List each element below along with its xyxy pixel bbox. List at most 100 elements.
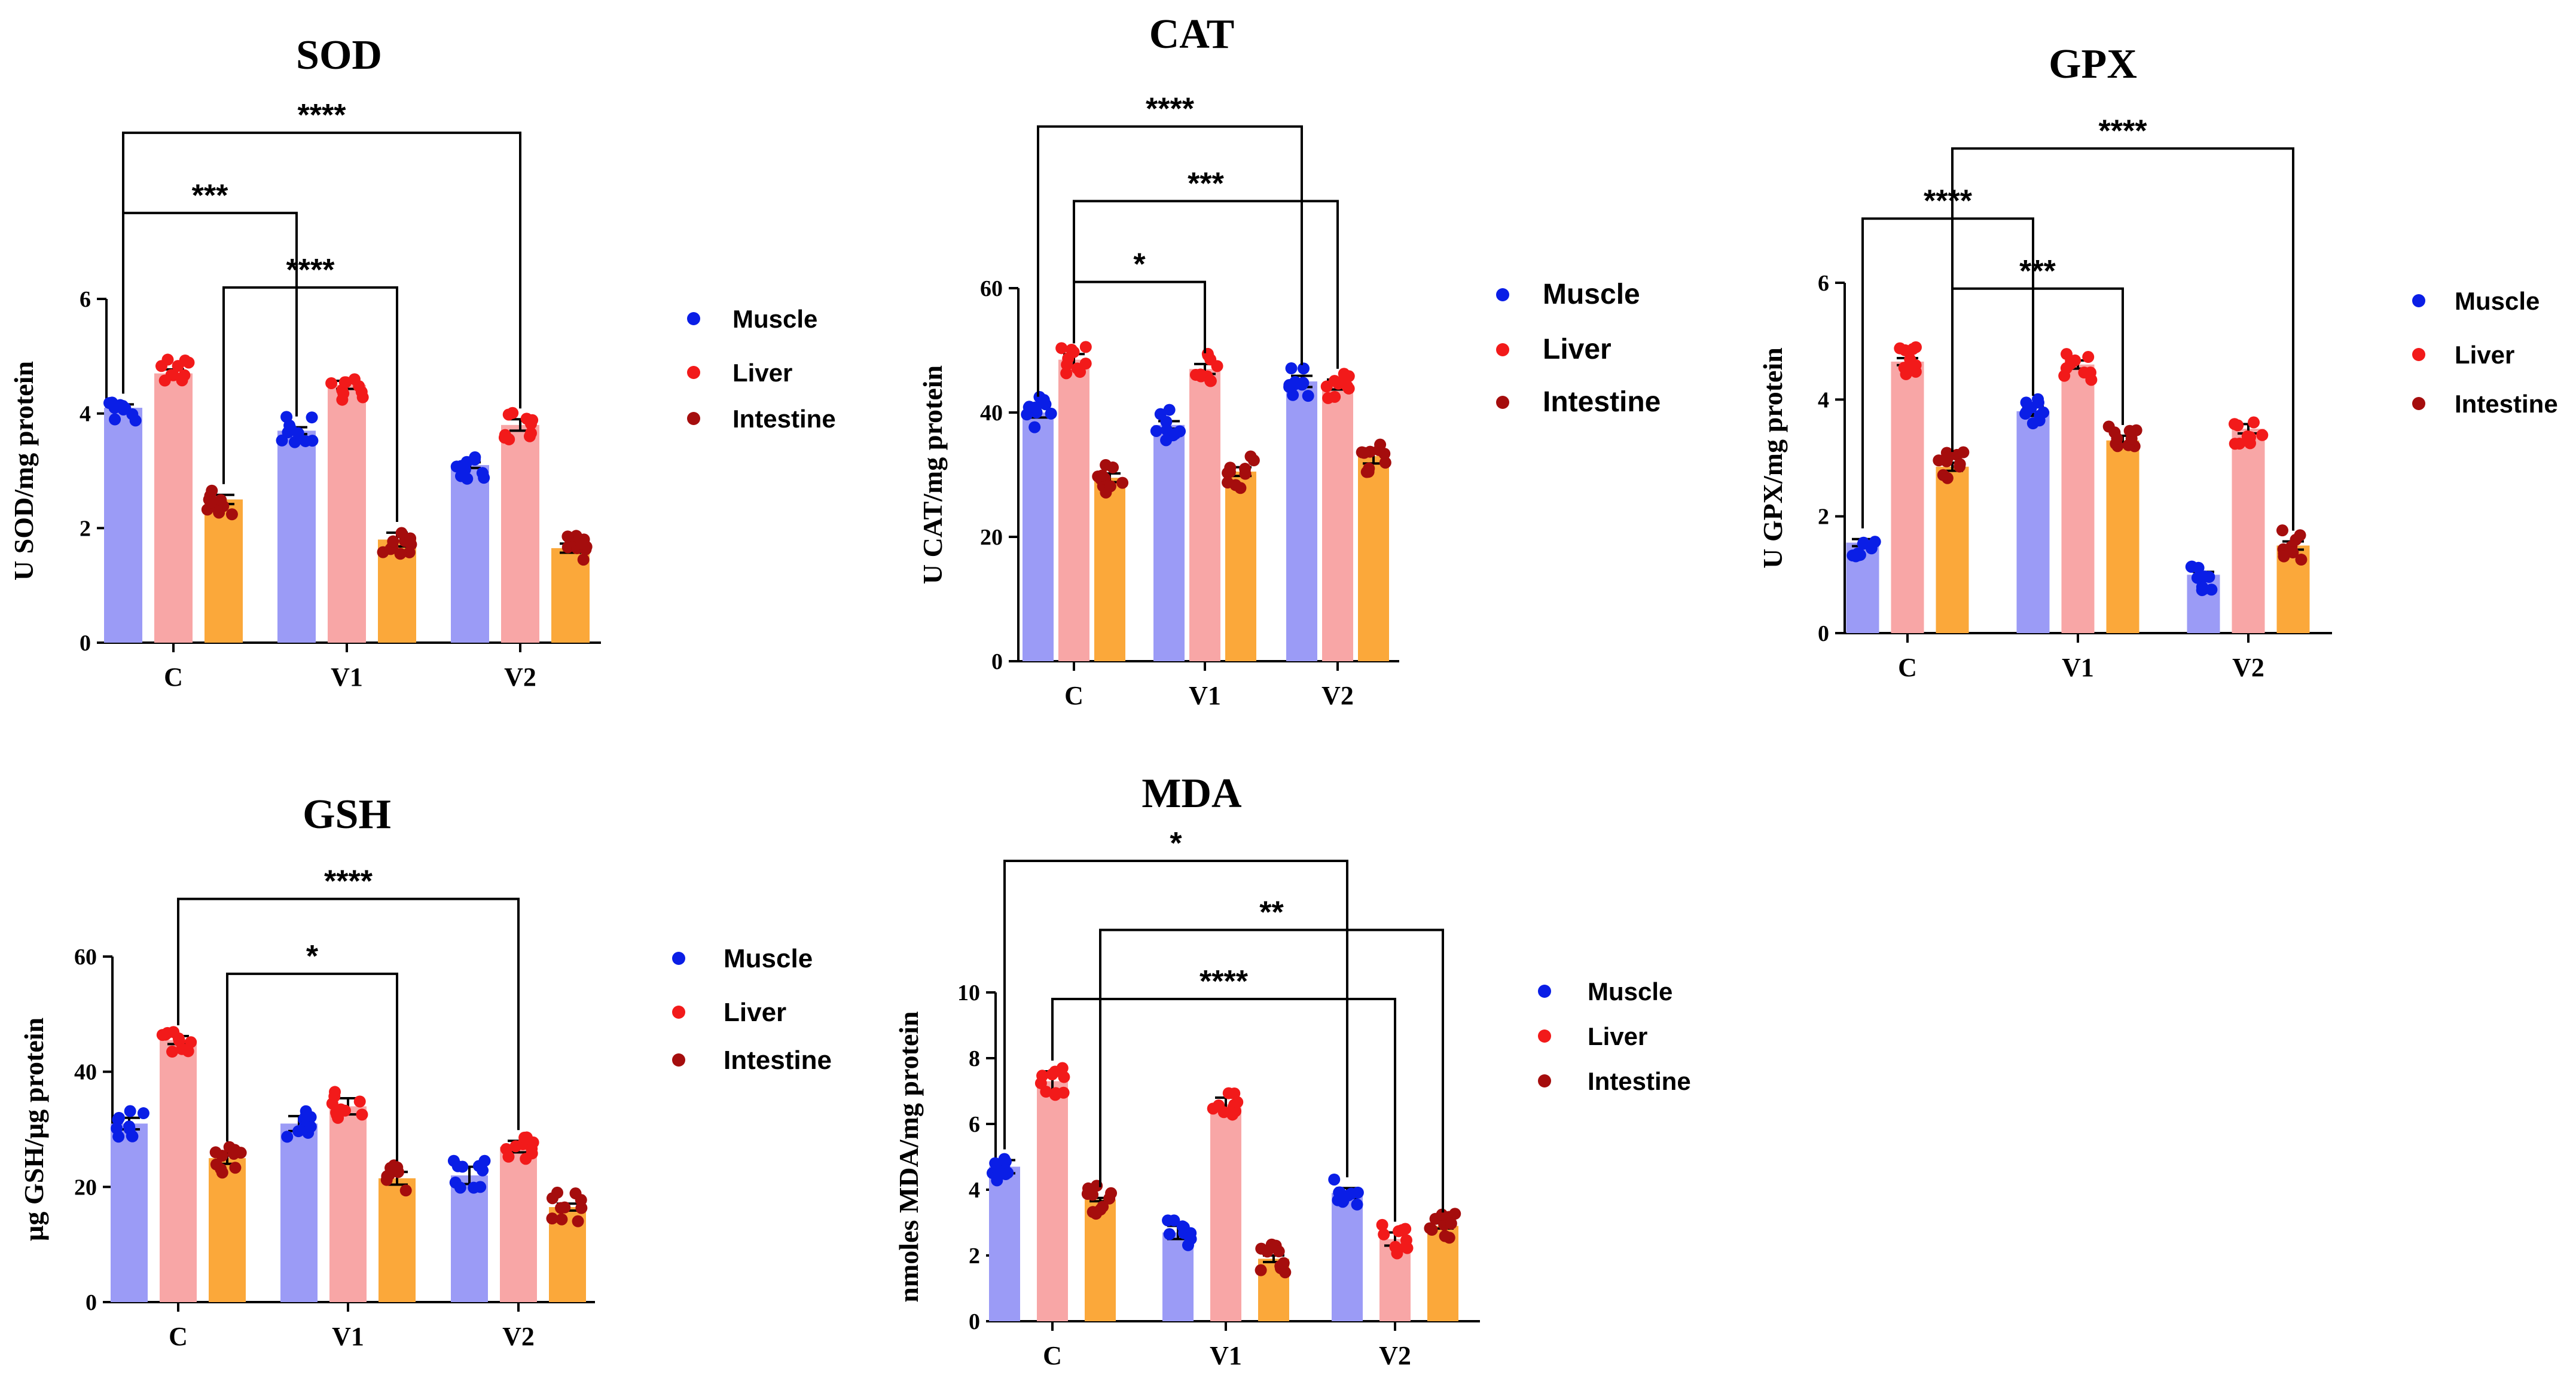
data-point-intestine — [395, 527, 408, 539]
significance-label: **** — [1146, 92, 1195, 127]
legend-label-liver: Liver — [732, 359, 792, 387]
y-tick-label: 20 — [74, 1175, 97, 1200]
y-tick-label: 4 — [80, 402, 91, 427]
data-point-intestine — [228, 1144, 241, 1156]
significance-bracket — [1861, 217, 2034, 528]
data-point-muscle — [1023, 401, 1036, 413]
legend-marker-intestine — [687, 412, 700, 425]
data-point-liver — [356, 1108, 368, 1121]
data-point-intestine — [1086, 1189, 1099, 1201]
data-point-liver — [1194, 368, 1207, 381]
legend-marker-liver — [1496, 343, 1509, 356]
data-point-liver — [2256, 429, 2269, 441]
data-point-liver — [353, 1095, 366, 1108]
data-point-liver — [2229, 438, 2241, 450]
data-point-liver — [2069, 354, 2081, 366]
significance-label: **** — [324, 864, 373, 899]
data-point-intestine — [399, 1184, 412, 1197]
data-point-intestine — [1439, 1230, 1451, 1242]
data-point-muscle — [1161, 424, 1173, 436]
data-point-liver — [1207, 1102, 1219, 1115]
data-point-intestine — [1424, 1222, 1436, 1235]
data-point-intestine — [1445, 1217, 1457, 1230]
y-tick-label: 0 — [80, 631, 91, 656]
data-point-liver — [1079, 341, 1092, 353]
data-point-muscle — [1302, 390, 1314, 402]
legend-label-intestine: Intestine — [1543, 386, 1661, 418]
data-point-liver — [2248, 416, 2260, 429]
significance-label: **** — [298, 98, 347, 133]
data-point-muscle — [1854, 549, 1866, 561]
data-point-liver — [2058, 369, 2071, 382]
data-point-liver — [1322, 392, 1335, 404]
data-point-intestine — [404, 532, 417, 545]
data-point-liver — [1378, 1228, 1390, 1241]
bar-liver — [1058, 359, 1089, 661]
legend-label-intestine: Intestine — [1588, 1067, 1691, 1095]
data-point-intestine — [2111, 432, 2123, 445]
data-point-muscle — [1177, 1221, 1190, 1233]
data-point-muscle — [476, 467, 489, 479]
significance-bracket — [222, 286, 398, 522]
bar-intestine — [205, 499, 243, 643]
data-point-intestine — [1104, 480, 1116, 493]
data-point-intestine — [2276, 524, 2288, 537]
significance-label: ** — [1259, 896, 1284, 930]
data-point-liver — [1899, 344, 1911, 356]
data-point-liver — [1056, 1062, 1069, 1074]
significance-bracket — [1099, 928, 1444, 1213]
data-point-intestine — [1449, 1208, 1461, 1220]
data-point-muscle — [112, 1113, 124, 1126]
y-tick-label: 6 — [80, 287, 91, 312]
data-point-intestine — [1247, 454, 1260, 467]
data-point-liver — [1222, 1087, 1235, 1099]
data-point-muscle — [106, 396, 118, 409]
legend-marker-liver — [2412, 348, 2425, 361]
data-point-liver — [1376, 1218, 1388, 1231]
x-tick-label: V2 — [1379, 1341, 1411, 1370]
data-point-muscle — [2205, 583, 2218, 596]
y-tick-label: 0 — [1818, 621, 1829, 646]
data-point-muscle — [2186, 560, 2198, 573]
data-point-liver — [1034, 1077, 1047, 1089]
data-point-liver — [1060, 367, 1073, 380]
data-point-liver — [1061, 359, 1073, 371]
legend-marker-intestine — [672, 1053, 685, 1067]
significance-label: **** — [1924, 184, 1973, 219]
data-point-intestine — [387, 535, 399, 548]
data-point-intestine — [577, 554, 590, 566]
chart-title: MDA — [1142, 771, 1242, 817]
y-tick-label: 0 — [991, 649, 1003, 674]
y-tick-label: 40 — [74, 1060, 97, 1085]
data-point-intestine — [1255, 1264, 1267, 1276]
data-point-liver — [156, 1029, 169, 1041]
data-point-intestine — [575, 538, 587, 551]
data-point-intestine — [1373, 444, 1385, 456]
chart-title: SOD — [296, 32, 382, 78]
data-point-intestine — [569, 1187, 582, 1200]
y-tick-label: 8 — [969, 1046, 980, 1071]
data-point-intestine — [1942, 451, 1954, 464]
bar-liver — [501, 424, 539, 643]
data-point-muscle — [451, 1160, 464, 1172]
bar-liver — [329, 1106, 367, 1302]
data-point-muscle — [450, 460, 463, 473]
data-point-liver — [2232, 419, 2244, 432]
data-point-liver — [176, 1043, 188, 1055]
y-tick-label: 20 — [980, 525, 1003, 550]
x-tick-label: V1 — [1210, 1341, 1242, 1370]
data-point-liver — [155, 360, 167, 372]
data-point-intestine — [394, 548, 407, 560]
bar-liver — [154, 373, 193, 643]
data-point-intestine — [215, 494, 227, 506]
data-point-intestine — [215, 1163, 227, 1175]
data-point-muscle — [1163, 1228, 1176, 1241]
data-point-muscle — [2033, 414, 2046, 427]
data-point-muscle — [1163, 404, 1176, 416]
data-point-intestine — [572, 1215, 584, 1227]
data-point-intestine — [1116, 476, 1129, 489]
significance-label: *** — [2019, 254, 2056, 289]
legend-label-muscle: Muscle — [1543, 279, 1640, 310]
